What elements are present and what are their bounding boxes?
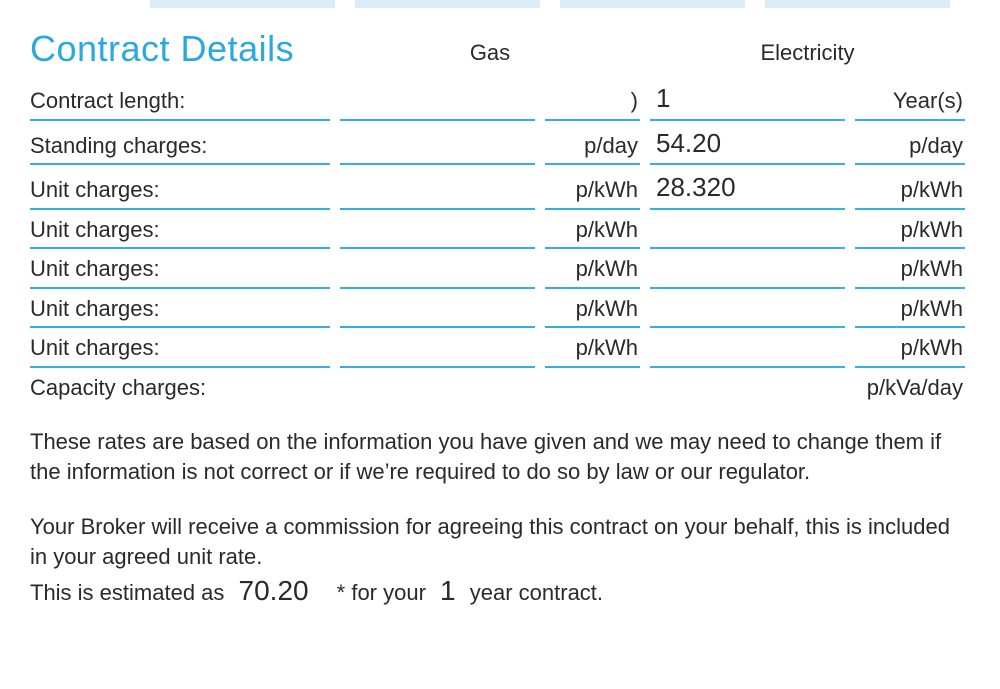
electricity-unit: p/kWh xyxy=(855,170,965,210)
row-label: Unit charges: xyxy=(30,249,330,289)
contract-details-table: Contract Details Gas Electricity Contrac… xyxy=(30,28,970,405)
electricity-unit: Year(s) xyxy=(855,81,965,121)
gas-value xyxy=(340,332,535,368)
gas-unit: ) xyxy=(545,81,640,121)
broker-est-suffix: year contract. xyxy=(470,580,603,605)
row-label: Unit charges: xyxy=(30,170,330,210)
gas-unit xyxy=(545,369,640,405)
gas-value xyxy=(340,213,535,249)
electricity-value xyxy=(650,253,845,289)
broker-commission-value: 70.20 xyxy=(231,572,331,610)
electricity-value xyxy=(650,332,845,368)
row-label: Standing charges: xyxy=(30,126,330,166)
row-label: Capacity charges: xyxy=(30,368,330,406)
gas-unit: p/kWh xyxy=(545,170,640,210)
electricity-value: 54.20 xyxy=(650,121,845,166)
row-label: Contract length: xyxy=(30,81,330,121)
electricity-unit: p/day xyxy=(855,126,965,166)
gas-unit: p/kWh xyxy=(545,328,640,368)
gas-value xyxy=(340,129,535,165)
gas-value xyxy=(340,292,535,328)
gas-unit: p/day xyxy=(545,126,640,166)
broker-line1: Your Broker will receive a commission fo… xyxy=(30,514,950,569)
rates-disclaimer: These rates are based on the information… xyxy=(30,427,970,486)
gas-unit: p/kWh xyxy=(545,210,640,250)
electricity-unit: p/kWh xyxy=(855,210,965,250)
electricity-unit: p/kWh xyxy=(855,249,965,289)
column-header-gas: Gas xyxy=(340,40,640,76)
electricity-value: 1 xyxy=(650,76,845,121)
gas-value xyxy=(340,369,535,405)
electricity-value xyxy=(650,369,845,405)
broker-est-mid: * for your xyxy=(337,580,426,605)
electricity-unit: p/kWh xyxy=(855,289,965,329)
electricity-unit: p/kVa/day xyxy=(855,368,965,406)
electricity-value xyxy=(650,292,845,328)
gas-value xyxy=(340,85,535,121)
gas-unit: p/kWh xyxy=(545,289,640,329)
electricity-unit: p/kWh xyxy=(855,328,965,368)
row-label: Unit charges: xyxy=(30,210,330,250)
section-title: Contract Details xyxy=(30,28,330,70)
gas-value xyxy=(340,174,535,210)
page-root: Contract Details Gas Electricity Contrac… xyxy=(0,0,1000,662)
broker-commission-text: Your Broker will receive a commission fo… xyxy=(30,512,970,609)
gas-unit: p/kWh xyxy=(545,249,640,289)
top-decorative-strips xyxy=(30,0,970,8)
broker-contract-years: 1 xyxy=(432,572,464,610)
row-label: Unit charges: xyxy=(30,328,330,368)
broker-est-prefix: This is estimated as xyxy=(30,580,224,605)
column-header-electricity: Electricity xyxy=(650,40,965,76)
electricity-value: 28.320 xyxy=(650,165,845,210)
gas-value xyxy=(340,253,535,289)
electricity-value xyxy=(650,213,845,249)
row-label: Unit charges: xyxy=(30,289,330,329)
